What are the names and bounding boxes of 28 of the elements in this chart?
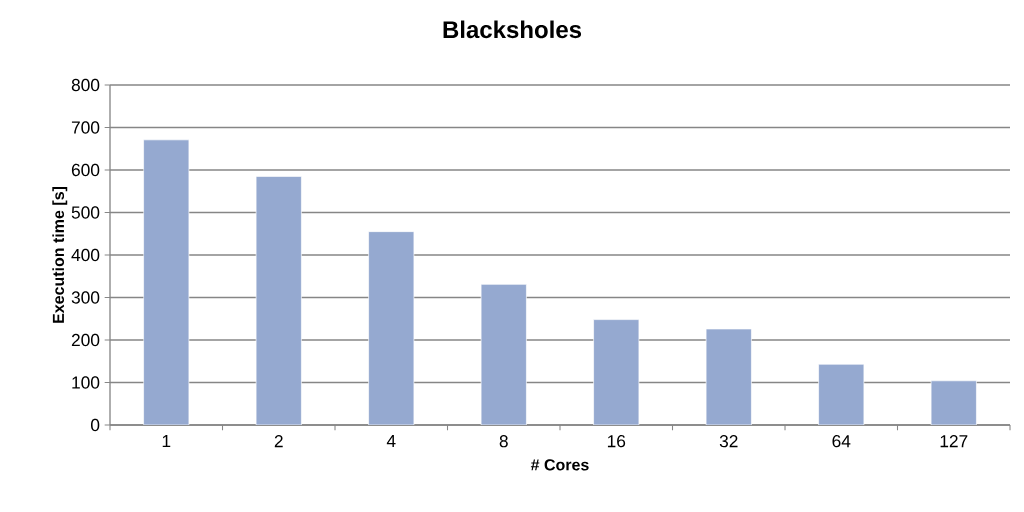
x-tick-label: 8 <box>499 435 508 448</box>
y-tick-label: 800 <box>71 78 100 92</box>
x-tick-label: 16 <box>607 435 626 448</box>
chart-title: Blacksholes <box>443 20 582 39</box>
x-axis-title: # Cores <box>530 459 589 471</box>
bar <box>818 363 865 425</box>
bar <box>255 176 302 425</box>
y-tick-label: 400 <box>71 248 100 262</box>
x-tick-label: 4 <box>386 435 396 447</box>
y-tick-label: 700 <box>71 121 100 134</box>
bar <box>480 283 527 425</box>
x-tick-label: 64 <box>832 435 851 448</box>
y-tick-label: 300 <box>71 291 100 304</box>
y-tick-label: 200 <box>71 333 100 347</box>
bar <box>930 380 977 425</box>
bar <box>705 328 752 425</box>
y-tick-label: 600 <box>71 163 100 177</box>
x-tick-label: 127 <box>940 435 968 448</box>
bar <box>143 139 190 425</box>
y-tick-label: 0 <box>90 418 100 432</box>
x-tick-label: 2 <box>274 435 283 448</box>
x-tick-label: 32 <box>719 435 738 448</box>
y-tick-label: 500 <box>71 206 100 219</box>
bar <box>593 319 640 425</box>
y-tick-label: 100 <box>72 376 100 389</box>
x-tick-label: 1 <box>162 435 171 447</box>
bar <box>368 231 415 425</box>
y-axis-title: Execution time [s] <box>52 187 68 323</box>
